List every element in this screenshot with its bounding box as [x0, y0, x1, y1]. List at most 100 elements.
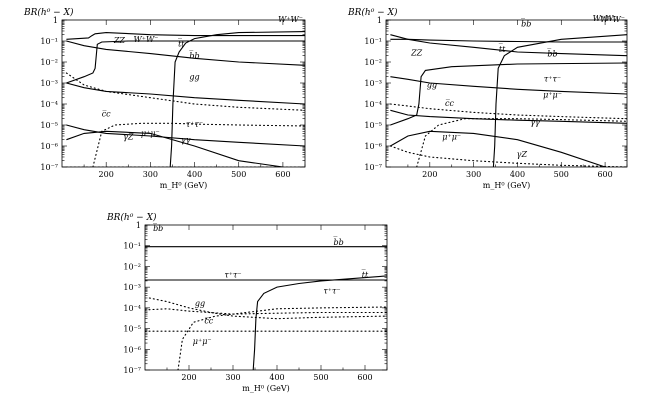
curve-label: γγ [181, 135, 191, 144]
series-line-c-c [177, 311, 387, 370]
series-line-t-t [252, 275, 387, 370]
x-tick-label: 500 [313, 373, 328, 382]
series-line-gg [148, 297, 387, 320]
y-tick-label: 10⁻¹ [123, 242, 141, 251]
series-group [389, 34, 627, 167]
curve-label: τ⁺τ⁻ [186, 120, 203, 129]
x-axis-label: m_H⁰ (GeV) [160, 181, 207, 190]
series-line-series [389, 145, 627, 167]
y-tick-label: 1 [377, 16, 382, 25]
series-line-zz [390, 62, 627, 126]
chart-panel-1: 10⁻⁷ 10⁻⁶ 10⁻⁵ 10⁻⁴ 10⁻³ 10⁻² 10⁻¹ 1 200 300 400 50… [23, 7, 306, 190]
x-tick-label: 600 [275, 170, 290, 179]
top-right-label: W⁺W⁻ [600, 15, 625, 24]
x-tick-label: 300 [225, 373, 240, 382]
y-tick-label: 10⁻² [364, 58, 382, 67]
curve-label: t̅t [178, 39, 185, 49]
curve-label: gg [189, 72, 199, 81]
y-tick-label: 1 [136, 221, 141, 230]
curve-label: μ⁺μ⁻ [141, 129, 160, 138]
curve-label: τ⁺τ⁻ [323, 286, 340, 295]
series-line-b-b [66, 40, 305, 66]
y-tick-label: 10⁻⁵ [40, 121, 58, 130]
x-tick-label: 600 [597, 170, 612, 179]
y-tick-label: 10⁻⁷ [364, 163, 382, 172]
y-tick-label: 10⁻¹ [364, 37, 382, 46]
curve-label: b̅b [547, 49, 557, 59]
y-tick-label: 10⁻⁷ [40, 163, 58, 172]
series-line-series [145, 306, 387, 315]
y-tick-label: 10⁻³ [40, 79, 58, 88]
chart-panel-2: 10⁻⁷ 10⁻⁶ 10⁻⁵ 10⁻⁴ 10⁻³ 10⁻² 10⁻¹ 1 200 300 400 50… [347, 7, 628, 190]
y-tick-label: 10⁻⁶ [40, 142, 58, 151]
series-line-z [416, 118, 627, 167]
y-tick-label: 10⁻⁶ [123, 345, 141, 354]
curve-label: μ⁺μ⁻ [193, 337, 212, 346]
y-tick-label: 10⁻² [40, 58, 58, 67]
series-line-c-c [389, 103, 627, 120]
series-line-c-c [92, 122, 305, 167]
x-tick-label: 600 [357, 373, 372, 382]
x-tick-label: 400 [510, 170, 525, 179]
y-tick-label: 1 [53, 16, 58, 25]
curve-label: τ⁺τ⁻ [224, 270, 241, 279]
series-line-series [390, 130, 606, 167]
y-tick-label: 10⁻⁷ [123, 366, 141, 375]
x-tick-label: 200 [422, 170, 437, 179]
series-line-gg [390, 76, 627, 95]
series-line-z [65, 72, 305, 111]
y-tick-label: 10⁻³ [364, 79, 382, 88]
plot-frame [144, 224, 388, 371]
curve-label: gg [427, 81, 437, 90]
x-tick-label: 500 [554, 170, 569, 179]
curve-label: γZ [123, 133, 134, 142]
series-line-zz [66, 40, 305, 84]
y-axis-label: BR(h⁰ − X) [23, 7, 74, 18]
y-tick-label: 10⁻⁵ [364, 121, 382, 130]
y-tick-label: 10⁻² [123, 262, 141, 271]
curve-label: ZZ [410, 49, 423, 58]
curve-label: b̅b [333, 237, 343, 247]
curve-label: t̅t [362, 270, 369, 280]
y-tick-label: 10⁻⁶ [364, 142, 382, 151]
series-group [65, 31, 305, 167]
y-axis-label: BR(h⁰ − X) [347, 7, 398, 18]
curve-label: W⁺W⁻ [593, 14, 618, 23]
curve-label: b̅b [189, 51, 199, 61]
series-line-b-b [390, 34, 627, 57]
curve-label: b̅b [153, 224, 163, 234]
curve-label: γZ [517, 150, 528, 159]
x-tick-label: 400 [269, 373, 284, 382]
x-axis-label: m_H⁰ (GeV) [483, 181, 530, 190]
series-line-series [66, 130, 283, 167]
curve-label: t̅t [499, 44, 506, 54]
y-tick-label: 10⁻³ [123, 283, 141, 292]
curve-label: c̅c [445, 99, 454, 108]
curve-label: ZZ [113, 36, 126, 45]
x-tick-label: 400 [187, 170, 202, 179]
x-tick-label: 200 [99, 170, 114, 179]
curve-label: c̅c [204, 316, 213, 325]
curve-label: μ⁺μ⁻ [543, 91, 562, 100]
curve-label: c̅c [102, 110, 111, 119]
y-tick-label: 10⁻⁴ [40, 100, 58, 109]
series-line-w-w [390, 38, 627, 43]
series-line-t-t [169, 31, 305, 167]
x-axis-label: m_H⁰ (GeV) [242, 384, 289, 393]
series-group [145, 246, 387, 370]
series-line-w-w [66, 32, 305, 40]
y-tick-label: 10⁻¹ [40, 37, 58, 46]
curve-label: γγ [530, 118, 540, 127]
y-tick-label: 10⁻⁴ [123, 304, 141, 313]
y-tick-label: 10⁻⁴ [364, 100, 382, 109]
x-tick-label: 500 [231, 170, 246, 179]
curve-label: μ⁺μ⁻ [442, 133, 461, 142]
curve-label: W⁺W⁻ [134, 35, 159, 44]
y-tick-label: 10⁻⁵ [123, 325, 141, 334]
x-tick-label: 200 [181, 373, 196, 382]
curve-label: τ⁺τ⁻ [544, 74, 561, 83]
top-right-label: W⁺W⁻ [278, 15, 303, 24]
x-tick-label: 300 [466, 170, 481, 179]
chart-panel-3: 10⁻⁷ 10⁻⁶ 10⁻⁵ 10⁻⁴ 10⁻³ 10⁻² 10⁻¹ 1 200 300 400 50… [106, 212, 388, 393]
